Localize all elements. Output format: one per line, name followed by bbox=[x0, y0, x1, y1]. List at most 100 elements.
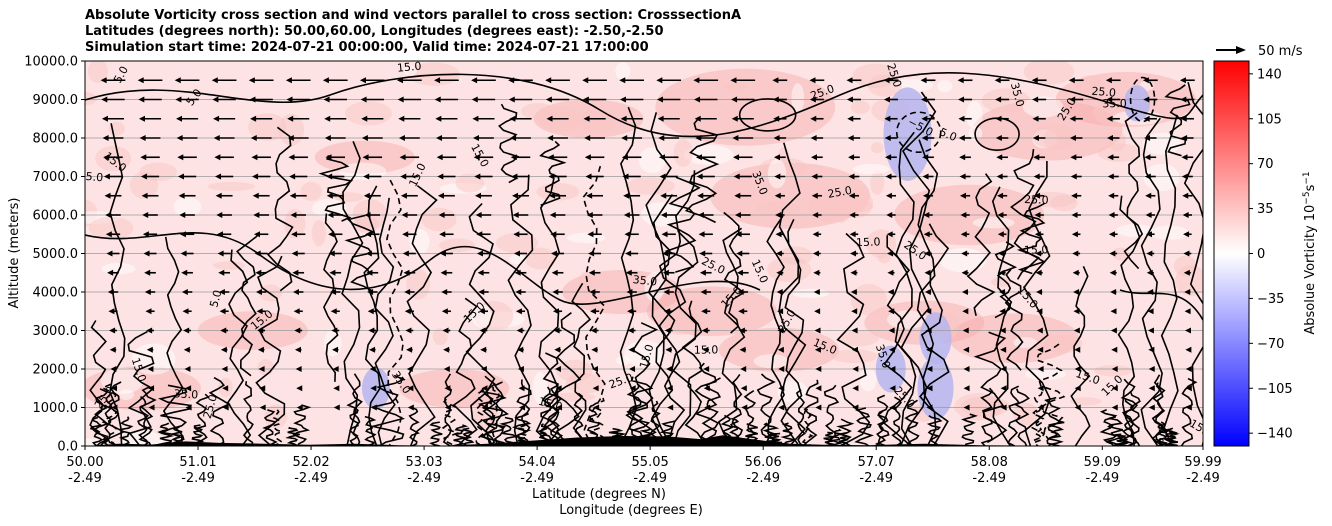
vorticity-texture bbox=[1093, 365, 1132, 377]
wind-vector-arrowhead bbox=[137, 77, 144, 84]
contour-line bbox=[823, 384, 840, 446]
vorticity-texture bbox=[1043, 334, 1083, 354]
vorticity-texture bbox=[173, 197, 202, 217]
wind-vector-arrowhead bbox=[292, 269, 299, 276]
wind-vector-arrowhead bbox=[621, 135, 628, 141]
wind-vector-arrowhead bbox=[815, 404, 822, 411]
wind-vector-arrowhead bbox=[222, 404, 229, 411]
wind-vector-arrowhead bbox=[434, 96, 441, 103]
wind-vector-arrowhead bbox=[475, 212, 482, 218]
wind-vector-arrowhead bbox=[1109, 269, 1116, 276]
wind-vector-arrowhead bbox=[775, 231, 782, 238]
wind-vector-arrowhead bbox=[141, 192, 148, 199]
wind-vector-arrowhead bbox=[175, 96, 182, 103]
contour-line bbox=[89, 320, 109, 446]
wind-vector-arrowhead bbox=[255, 269, 262, 276]
wind-vector-arrowhead bbox=[1146, 250, 1153, 257]
wind-vector-arrowhead bbox=[518, 404, 525, 411]
wind-vector-arrowhead bbox=[1147, 327, 1154, 334]
wind-vector-arrowhead bbox=[738, 308, 745, 315]
x-tick-label-lon: -2.49 bbox=[520, 471, 554, 486]
wind-vector-arrowhead bbox=[1068, 77, 1075, 84]
wind-vector-arrowhead bbox=[695, 135, 702, 141]
wind-vector-arrowhead bbox=[701, 308, 708, 315]
wind-vector-arrowhead bbox=[623, 212, 630, 218]
contour-line bbox=[482, 392, 497, 446]
wind-vector-arrowhead bbox=[1147, 308, 1154, 315]
x-tick-label-lat: 51.01 bbox=[179, 455, 216, 470]
wind-vector-arrowhead bbox=[924, 250, 931, 257]
vorticity-texture bbox=[859, 368, 877, 392]
wind-vector-arrowhead bbox=[1111, 404, 1118, 411]
wind-vector-arrowhead bbox=[584, 135, 591, 141]
wind-vector-arrowhead bbox=[730, 77, 737, 84]
contour-line bbox=[573, 392, 584, 446]
vorticity-patch-positive bbox=[399, 369, 510, 408]
contour-line bbox=[363, 185, 381, 446]
wind-vector-arrowhead bbox=[926, 346, 933, 353]
wind-vector-arrowhead bbox=[926, 366, 933, 372]
wind-vector-arrowhead bbox=[623, 192, 630, 199]
wind-vector-arrowhead bbox=[849, 231, 856, 238]
vorticity-texture bbox=[852, 63, 899, 89]
wind-vector-arrowhead bbox=[107, 289, 114, 295]
wind-vector-arrowhead bbox=[471, 77, 478, 84]
wind-vector-arrowhead bbox=[737, 289, 744, 295]
wind-vector-arrowhead bbox=[963, 404, 970, 411]
colorbar-title-unit: s bbox=[1303, 184, 1318, 191]
wind-vector-arrowhead bbox=[516, 327, 523, 334]
wind-vector-arrowhead bbox=[582, 77, 589, 84]
vorticity-texture bbox=[870, 142, 884, 154]
wind-vector-arrowhead bbox=[106, 250, 113, 257]
wind-vector-arrowhead bbox=[1037, 404, 1044, 411]
wind-vector-arrowhead bbox=[883, 96, 890, 103]
vorticity-texture bbox=[1116, 224, 1154, 237]
wind-vector-arrowhead bbox=[556, 404, 563, 411]
wind-vector-arrowhead bbox=[812, 250, 819, 257]
wind-vector-arrowhead bbox=[661, 231, 668, 238]
wind-vector-arrowhead bbox=[1182, 212, 1189, 218]
contour-line bbox=[227, 249, 252, 446]
wind-vector-arrowhead bbox=[398, 115, 405, 122]
wind-vector-arrowhead bbox=[444, 385, 451, 392]
wind-vector-arrowhead bbox=[222, 385, 229, 392]
wind-vector-arrowhead bbox=[180, 250, 187, 257]
wind-vector-arrowhead bbox=[957, 77, 964, 84]
wind-vector-arrowhead bbox=[472, 115, 479, 122]
wind-vector-arrowhead bbox=[407, 385, 414, 392]
wind-vector-arrowhead bbox=[999, 308, 1006, 315]
contour-line bbox=[882, 235, 913, 446]
contour-line bbox=[756, 373, 776, 446]
wind-vector-arrowhead bbox=[846, 77, 853, 84]
wind-vector-arrowhead bbox=[434, 77, 441, 84]
vorticity-texture bbox=[644, 272, 665, 302]
wind-vector-arrowhead bbox=[407, 404, 414, 411]
colorbar-tick-label: 70 bbox=[1257, 157, 1274, 172]
wind-vector-arrowhead bbox=[1144, 135, 1151, 141]
contour-line bbox=[1155, 382, 1166, 446]
contour-line bbox=[461, 427, 475, 446]
wind-vector-arrowhead bbox=[921, 135, 928, 141]
contour-line bbox=[1180, 377, 1198, 446]
contour-line bbox=[1030, 391, 1046, 446]
wind-vector-arrowhead bbox=[1110, 308, 1117, 315]
wind-vector-arrowhead bbox=[622, 173, 629, 180]
y-tick-label: 2000.0 bbox=[33, 363, 79, 378]
wind-vector-arrowhead bbox=[513, 231, 520, 238]
wind-vector-arrowhead bbox=[810, 135, 817, 141]
wind-vector-arrowhead bbox=[923, 231, 930, 238]
wind-vector-arrowhead bbox=[587, 231, 594, 238]
wind-vector-arrowhead bbox=[1069, 135, 1076, 141]
wind-vector-arrowhead bbox=[438, 212, 445, 218]
wind-vector-arrowhead bbox=[1184, 289, 1191, 295]
wind-vector-arrowhead bbox=[404, 308, 411, 315]
wind-vector-arrowhead bbox=[402, 231, 409, 238]
wind-vector-arrowhead bbox=[443, 366, 450, 372]
colorbar-title-main: Absolue Vorticity 10 bbox=[1303, 205, 1318, 335]
wind-vector-arrowhead bbox=[1036, 289, 1043, 295]
x-tick-label-lon: -2.49 bbox=[972, 471, 1006, 486]
wind-vector-arrowhead bbox=[257, 327, 264, 334]
wind-vector-arrowhead bbox=[1143, 96, 1150, 103]
wind-vectors bbox=[100, 77, 1195, 411]
wind-vector-arrowhead bbox=[667, 404, 674, 411]
